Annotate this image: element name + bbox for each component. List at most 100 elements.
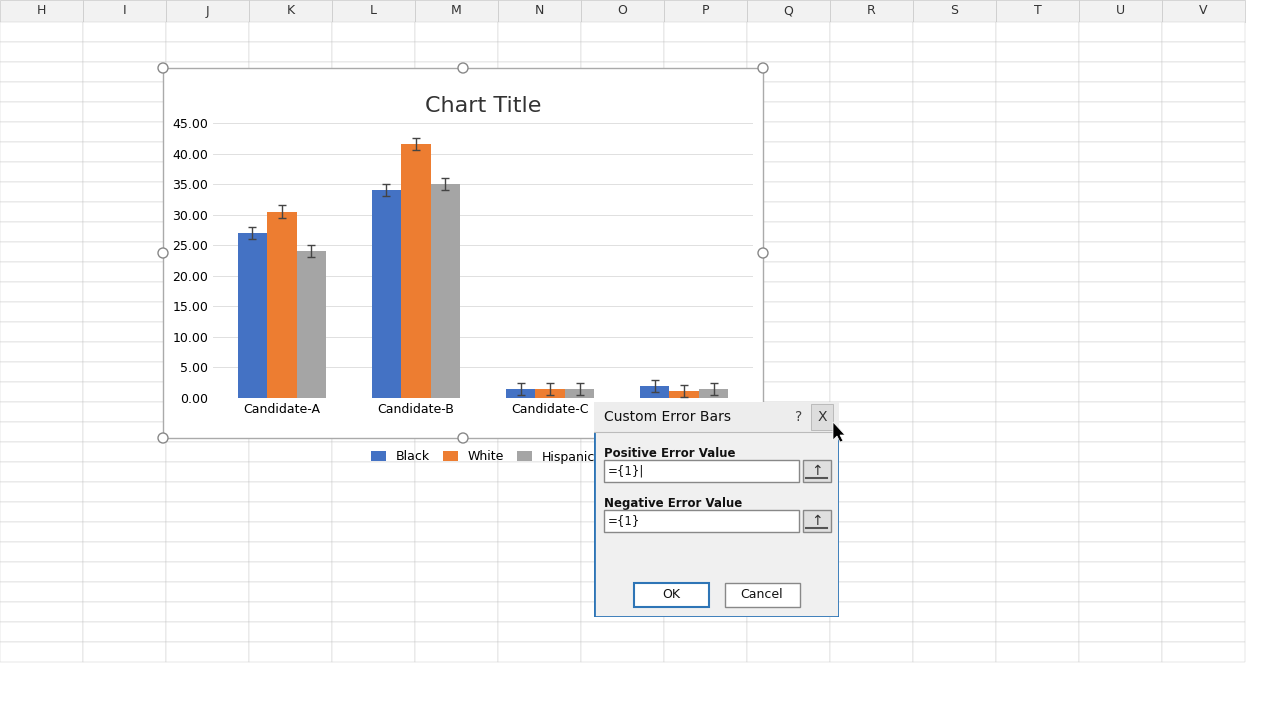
- Bar: [996, 182, 1079, 202]
- Bar: [297, 251, 326, 398]
- Bar: [913, 402, 996, 422]
- Bar: [913, 462, 996, 482]
- Bar: [664, 22, 748, 42]
- Bar: [1162, 542, 1245, 562]
- Text: I: I: [123, 4, 127, 17]
- Bar: [83, 642, 166, 662]
- Bar: [1079, 402, 1162, 422]
- Bar: [996, 102, 1079, 122]
- Bar: [581, 422, 664, 442]
- Bar: [829, 562, 913, 582]
- Bar: [332, 482, 415, 502]
- Bar: [748, 342, 829, 362]
- Bar: [829, 122, 913, 142]
- Bar: [581, 262, 664, 282]
- Bar: [1079, 562, 1162, 582]
- Bar: [83, 482, 166, 502]
- Bar: [748, 222, 829, 242]
- Bar: [748, 182, 829, 202]
- Bar: [748, 562, 829, 582]
- Bar: [664, 122, 748, 142]
- Bar: [83, 562, 166, 582]
- Bar: [250, 442, 332, 462]
- Bar: [166, 242, 250, 262]
- Bar: [0, 342, 83, 362]
- Bar: [535, 389, 564, 398]
- Bar: [748, 602, 829, 622]
- Bar: [498, 102, 581, 122]
- Bar: [1162, 202, 1245, 222]
- Bar: [498, 322, 581, 342]
- Bar: [332, 182, 415, 202]
- Bar: [913, 122, 996, 142]
- Bar: [250, 502, 332, 522]
- Bar: [250, 402, 332, 422]
- Bar: [250, 162, 332, 182]
- Bar: [581, 602, 664, 622]
- Bar: [1079, 182, 1162, 202]
- Bar: [1162, 162, 1245, 182]
- Bar: [1079, 362, 1162, 382]
- Bar: [996, 22, 1079, 42]
- Bar: [0, 402, 83, 422]
- Bar: [1162, 602, 1245, 622]
- Bar: [829, 362, 913, 382]
- Bar: [829, 622, 913, 642]
- Bar: [664, 302, 748, 322]
- Bar: [415, 82, 498, 102]
- Bar: [250, 22, 332, 42]
- Bar: [166, 182, 250, 202]
- Bar: [415, 362, 498, 382]
- Bar: [581, 582, 664, 602]
- Bar: [250, 382, 332, 402]
- Bar: [829, 462, 913, 482]
- Bar: [1079, 222, 1162, 242]
- Bar: [332, 442, 415, 462]
- Bar: [581, 442, 664, 462]
- Bar: [913, 602, 996, 622]
- Bar: [415, 502, 498, 522]
- Bar: [664, 602, 748, 622]
- Bar: [415, 62, 498, 82]
- Bar: [664, 482, 748, 502]
- Bar: [664, 102, 748, 122]
- Bar: [803, 460, 831, 482]
- Bar: [664, 642, 748, 662]
- Bar: [581, 622, 664, 642]
- Bar: [166, 202, 250, 222]
- Bar: [581, 502, 664, 522]
- Bar: [748, 202, 829, 222]
- Text: Cancel: Cancel: [741, 588, 783, 601]
- Bar: [415, 302, 498, 322]
- Bar: [250, 322, 332, 342]
- Text: OK: OK: [662, 588, 680, 601]
- Bar: [1162, 402, 1245, 422]
- Bar: [581, 62, 664, 82]
- Bar: [1079, 42, 1162, 62]
- Bar: [996, 502, 1079, 522]
- Bar: [1162, 442, 1245, 462]
- Bar: [250, 102, 332, 122]
- Bar: [415, 342, 498, 362]
- Bar: [748, 162, 829, 182]
- Bar: [498, 602, 581, 622]
- Bar: [332, 562, 415, 582]
- Text: X: X: [817, 410, 827, 424]
- Text: P: P: [701, 4, 709, 17]
- Bar: [83, 522, 166, 542]
- Bar: [664, 242, 748, 262]
- Bar: [748, 642, 829, 662]
- Bar: [415, 222, 498, 242]
- Text: L: L: [370, 4, 378, 17]
- Bar: [498, 562, 581, 582]
- Bar: [0, 122, 83, 142]
- Bar: [1162, 182, 1245, 202]
- Bar: [332, 82, 415, 102]
- Bar: [166, 462, 250, 482]
- Bar: [498, 342, 581, 362]
- Bar: [996, 242, 1079, 262]
- Bar: [498, 62, 581, 82]
- Bar: [829, 402, 913, 422]
- Circle shape: [458, 63, 468, 73]
- Text: Custom Error Bars: Custom Error Bars: [604, 410, 731, 424]
